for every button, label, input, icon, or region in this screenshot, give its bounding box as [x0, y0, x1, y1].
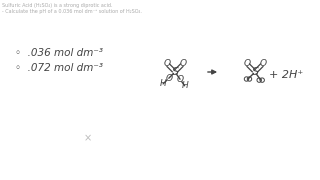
Text: O: O: [260, 59, 267, 68]
Text: S: S: [172, 67, 179, 77]
Text: + 2H⁺: + 2H⁺: [268, 70, 303, 80]
Text: ×: ×: [84, 133, 92, 143]
Text: H: H: [160, 79, 166, 88]
Text: ◦  .072 mol dm⁻³: ◦ .072 mol dm⁻³: [15, 63, 103, 73]
Text: - Calculate the pH of a 0.036 mol dm⁻³ solution of H₂SO₄.: - Calculate the pH of a 0.036 mol dm⁻³ s…: [2, 9, 142, 14]
Text: H: H: [181, 81, 188, 90]
Text: ◦  .036 mol dm⁻³: ◦ .036 mol dm⁻³: [15, 48, 103, 58]
Text: O: O: [177, 75, 184, 84]
Text: O: O: [243, 59, 251, 68]
Text: O: O: [163, 59, 171, 68]
Text: O: O: [180, 59, 187, 68]
Text: S: S: [252, 67, 259, 77]
Text: Sulfuric Acid (H₂SO₄) is a strong diprotic acid.: Sulfuric Acid (H₂SO₄) is a strong diprot…: [2, 3, 113, 8]
Text: O: O: [165, 74, 172, 83]
